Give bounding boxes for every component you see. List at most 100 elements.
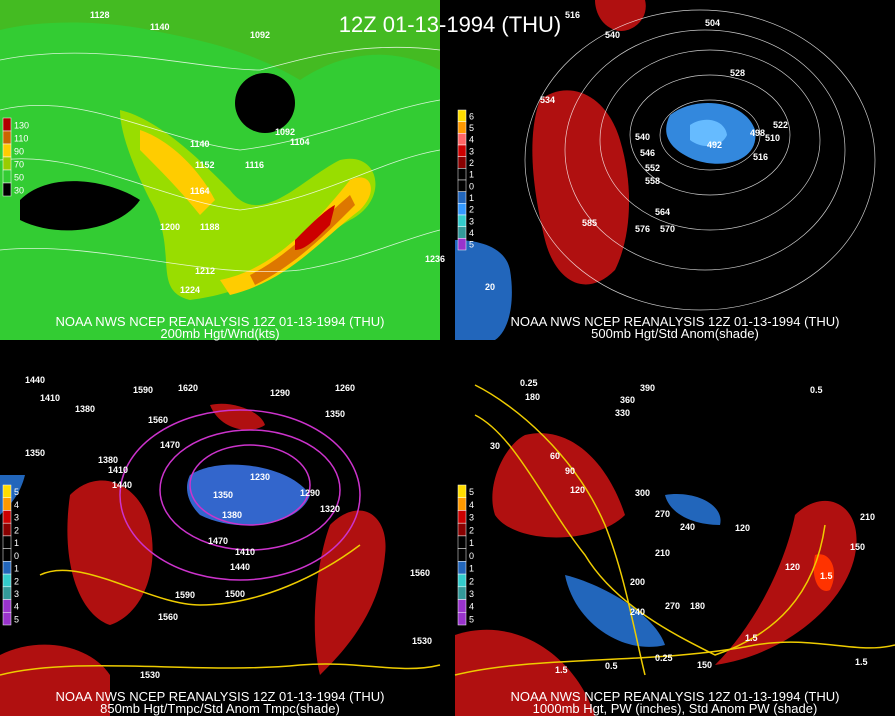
colorbar-label: 0: [14, 551, 19, 561]
colorbar-swatch: [457, 522, 467, 537]
colorbar-label: 2: [469, 205, 474, 215]
contour-label: 150: [850, 542, 865, 552]
colorbar-label: 5: [469, 123, 474, 133]
contour-label: 1380: [98, 455, 118, 465]
contour-label: 1200: [160, 222, 180, 232]
colorbar-swatch: [457, 144, 467, 157]
contour-label: 540: [635, 132, 650, 142]
colorbar-label: 3: [469, 589, 474, 599]
colorbar-label: 5: [469, 240, 474, 250]
colorbar-swatch: [2, 535, 12, 549]
contour-label: 540: [605, 30, 620, 40]
colorbar-swatch: [2, 117, 12, 132]
colorbar-label: 110: [14, 133, 28, 143]
colorbar-swatch: [457, 599, 467, 613]
contour-label: 1620: [178, 383, 198, 393]
colorbar-swatch: [457, 561, 467, 575]
contour-label: 1260: [335, 383, 355, 393]
contour-label: 1104: [290, 137, 310, 147]
colorbar-swatch: [2, 573, 12, 588]
colorbar-swatch: [457, 586, 467, 600]
colorbar-swatch: [2, 130, 12, 145]
contour-label: 240: [630, 607, 645, 617]
main-title: 12Z 01-13-1994 (THU): [339, 12, 562, 37]
colorbar-swatch: [457, 573, 467, 588]
contour-label: 516: [565, 10, 580, 20]
colorbar-label: 3: [14, 513, 19, 523]
panel-caption: NOAA NWS NCEP REANALYSIS 12Z 01-13-1994 …: [511, 689, 840, 704]
colorbar-label: 4: [14, 500, 19, 510]
contour-label: 390: [640, 383, 655, 393]
colorbar-label: 1: [469, 193, 474, 203]
colorbar-label: 1: [469, 564, 474, 574]
colorbar-label: 3: [469, 216, 474, 226]
contour-label: 1590: [175, 590, 195, 600]
contour-label: 1128: [90, 10, 110, 20]
contour-label: 1500: [225, 589, 245, 599]
panel-1000mb: [454, 375, 895, 716]
contour-label: 1470: [160, 440, 180, 450]
contour-label: 1350: [213, 490, 233, 500]
colorbar-label: 0: [469, 551, 474, 561]
contour-label: 200: [630, 577, 645, 587]
colorbar-label: 4: [14, 602, 19, 612]
colorbar-label: 2: [14, 576, 19, 586]
colorbar-swatch: [457, 510, 467, 524]
contour-label: 1410: [108, 465, 128, 475]
contour-label: 1.5: [555, 665, 568, 675]
colorbar-label: 1: [14, 538, 19, 548]
colorbar-swatch: [2, 169, 12, 184]
colorbar-label: 5: [469, 614, 474, 624]
colorbar-label: 70: [14, 159, 24, 169]
colorbar-label: 3: [469, 513, 474, 523]
contour-label: 516: [753, 152, 768, 162]
contour-label: 120: [735, 523, 750, 533]
contour-label: 1092: [250, 30, 270, 40]
colorbar-swatch: [457, 238, 467, 251]
contour-label: 270: [655, 509, 670, 519]
colorbar-swatch: [457, 535, 467, 549]
contour-label: 1116: [245, 160, 264, 170]
colorbar-swatch: [2, 522, 12, 537]
colorbar-swatch: [457, 179, 467, 192]
colorbar-swatch: [457, 548, 467, 562]
colorbar-swatch: [2, 586, 12, 600]
colorbar-swatch: [457, 109, 467, 122]
colorbar-label: 6: [469, 111, 474, 121]
contour-label: 510: [765, 133, 780, 143]
colorbar-label: 130: [14, 120, 29, 130]
colorbar-label: 5: [469, 487, 474, 497]
contour-label: 585: [582, 218, 597, 228]
contour-label: 576: [635, 224, 650, 234]
contour-label: 90: [565, 466, 575, 476]
colorbar-swatch: [2, 599, 12, 613]
panel-500mb: [455, 0, 895, 340]
contour-label: 1560: [158, 612, 178, 622]
colorbar-swatch: [457, 226, 467, 239]
contour-label: 30: [490, 441, 500, 451]
contour-label: 1320: [320, 504, 340, 514]
contour-label: 1560: [148, 415, 168, 425]
contour-label: 1.5: [745, 633, 758, 643]
contour-label: 528: [730, 68, 745, 78]
panel-caption: NOAA NWS NCEP REANALYSIS 12Z 01-13-1994 …: [56, 314, 385, 329]
contour-label: 1212: [195, 266, 215, 276]
colorbar-label: 4: [469, 500, 474, 510]
colorbar-label: 5: [14, 487, 19, 497]
contour-label: 0.5: [605, 661, 618, 671]
colorbar-label: 2: [469, 158, 474, 168]
contour-label: 1350: [325, 409, 345, 419]
colorbar-label: 2: [14, 525, 19, 535]
contour-label: 120: [785, 562, 800, 572]
panel-caption: NOAA NWS NCEP REANALYSIS 12Z 01-13-1994 …: [56, 689, 385, 704]
contour-label: 504: [705, 18, 720, 28]
colorbar-label: 30: [14, 185, 24, 195]
contour-label: 552: [645, 163, 660, 173]
contour-label: 1140: [150, 22, 170, 32]
panel-850mb: [0, 375, 441, 716]
contour-label: 1.5: [855, 657, 868, 667]
colorbar-label: 2: [469, 576, 474, 586]
colorbar-label: 4: [469, 602, 474, 612]
